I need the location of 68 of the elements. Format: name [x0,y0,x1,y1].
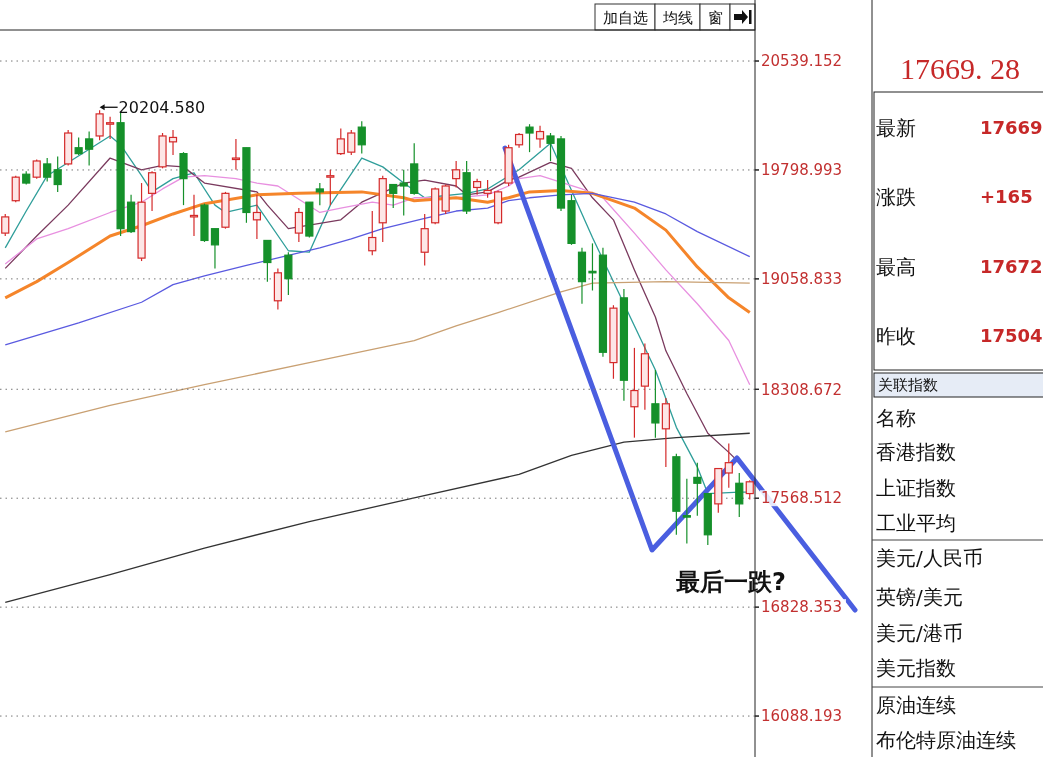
text: 原油连续 [876,693,956,717]
text: 17669 [980,117,1043,139]
candlestick [336,128,345,156]
text: 名称 [876,406,916,430]
candlestick [284,251,293,296]
candlestick [53,155,62,193]
candlestick [294,207,303,243]
y-tick-label: 20539.152 [761,52,843,71]
text: 加自选 [602,9,648,28]
candlestick [1,213,10,237]
candlestick [252,194,262,240]
text: 最新 [876,116,916,140]
candlestick [368,210,377,256]
text: 17669. 28 [900,51,1020,85]
text: 香港指数 [876,440,956,464]
candlestick [147,170,157,212]
candlestick [189,194,199,237]
candlestick [95,109,104,141]
candlestick [420,213,429,267]
text: 布伦特原油连续 [876,728,1016,752]
candlestick [43,157,52,183]
candlestick [535,125,545,149]
text: 上证指数 [876,476,956,500]
text: 17504 [980,325,1043,347]
candlestick [682,478,691,545]
text: 涨跌 [876,185,916,209]
text: 美元/港币 [876,621,963,645]
candlestick [315,182,324,206]
text: 17672 [980,256,1043,278]
y-tick-label: 16828.353 [761,598,843,617]
text: 美元/人民币 [876,546,983,570]
y-tick-label: 19798.993 [761,161,843,180]
annotation: 最后一跌? [675,568,786,597]
text: 昨收 [876,324,916,348]
y-tick-label: 18308.672 [761,380,843,399]
y-tick-label: 17568.512 [761,489,843,508]
candlestick [389,183,398,209]
candlestick [326,169,335,206]
text: 均线 [661,9,693,28]
candlestick [357,120,366,155]
candlestick [588,242,597,292]
candlestick [399,169,408,217]
text: 美元指数 [876,656,956,680]
text: 窗 [707,9,723,28]
y-tick-label: 16088.193 [761,707,843,726]
candlestick [231,138,241,171]
candlestick [452,160,461,189]
candlestick [651,369,660,439]
text: 英镑/美元 [876,585,963,609]
candlestick [525,123,534,153]
candlestick [263,239,272,283]
candlestick [693,462,702,517]
annotation: 20204.580 [118,97,206,117]
text: 最高 [876,255,916,279]
candlestick [724,442,733,489]
text: +165 [980,186,1033,208]
candlestick [546,132,555,162]
candlestick [210,228,220,270]
candlestick [473,178,482,196]
candlestick [85,130,94,166]
text: 关联指数 [878,376,938,395]
candlestick [735,472,744,518]
y-tick-label: 19058.833 [761,270,843,289]
text: 工业平均 [876,511,956,535]
candlestick [630,347,639,439]
candlestick [106,116,115,140]
candlestick [11,175,20,203]
candlestick [347,129,356,156]
